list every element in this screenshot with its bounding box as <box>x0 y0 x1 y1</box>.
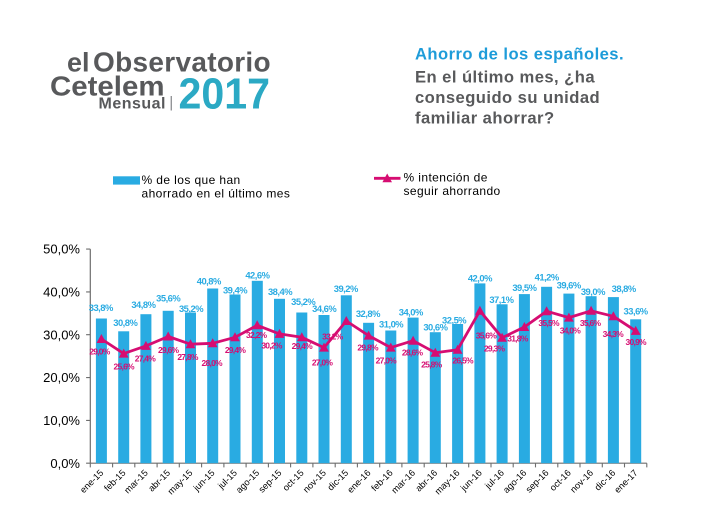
svg-text:seguir ahorrando: seguir ahorrando <box>404 184 501 198</box>
svg-text:nov-15: nov-15 <box>301 468 328 495</box>
svg-text:26,5%: 26,5% <box>452 355 474 365</box>
svg-text:30,0%: 30,0% <box>43 327 80 342</box>
svg-text:27,4%: 27,4% <box>135 354 157 364</box>
svg-text:2017: 2017 <box>179 71 271 119</box>
svg-text:mar-16: mar-16 <box>389 468 417 496</box>
svg-text:mar-15: mar-15 <box>122 468 150 496</box>
svg-text:29,3%: 29,3% <box>484 343 506 353</box>
svg-text:27,8%: 27,8% <box>177 352 199 362</box>
svg-text:28,0%: 28,0% <box>202 358 224 368</box>
svg-text:31,0%: 31,0% <box>379 318 404 329</box>
svg-text:34,3%: 34,3% <box>603 329 625 339</box>
svg-text:35,6%: 35,6% <box>156 292 181 303</box>
svg-text:35,2%: 35,2% <box>291 296 316 307</box>
svg-text:40,8%: 40,8% <box>197 275 222 286</box>
svg-text:33,8%: 33,8% <box>89 302 114 313</box>
svg-text:ene-17: ene-17 <box>612 468 639 495</box>
svg-text:39,4%: 39,4% <box>223 285 248 296</box>
svg-text:32,5%: 32,5% <box>442 314 467 325</box>
svg-text:jun-16: jun-16 <box>458 468 484 494</box>
svg-text:32,2%: 32,2% <box>246 330 268 340</box>
svg-text:sep-15: sep-15 <box>257 468 284 495</box>
svg-text:ago-16: ago-16 <box>501 468 528 495</box>
svg-text:37,1%: 37,1% <box>489 294 514 305</box>
svg-text:34,0%: 34,0% <box>560 325 582 335</box>
svg-text:jun-15: jun-15 <box>191 468 217 494</box>
svg-text:Ahorro de los españoles.: Ahorro de los españoles. <box>415 45 624 64</box>
svg-text:En el último mes, ¿ha: En el último mes, ¿ha <box>415 67 595 86</box>
svg-text:38,4%: 38,4% <box>268 286 293 297</box>
svg-text:35,6%: 35,6% <box>580 318 602 328</box>
svg-text:42,0%: 42,0% <box>468 272 493 283</box>
svg-text:34,6%: 34,6% <box>312 303 337 314</box>
svg-text:29,8%: 29,8% <box>357 342 379 352</box>
svg-text:sep-16: sep-16 <box>524 468 551 495</box>
svg-text:29,4%: 29,4% <box>225 345 247 355</box>
svg-text:39,0%: 39,0% <box>581 286 606 297</box>
svg-text:Cetelem: Cetelem <box>50 71 165 102</box>
svg-text:familiar ahorrar?: familiar ahorrar? <box>415 108 555 127</box>
svg-text:38,8%: 38,8% <box>612 283 637 294</box>
svg-text:Mensual: Mensual <box>98 95 166 112</box>
svg-text:nov-16: nov-16 <box>568 468 595 495</box>
svg-text:% de los que han: % de los que han <box>142 173 241 187</box>
svg-text:may-16: may-16 <box>433 468 462 497</box>
svg-text:31,8%: 31,8% <box>507 334 529 344</box>
svg-text:10,0%: 10,0% <box>43 413 80 428</box>
svg-text:33,6%: 33,6% <box>624 306 649 317</box>
svg-text:% intención de: % intención de <box>404 171 488 185</box>
svg-text:33,2%: 33,2% <box>322 332 344 342</box>
svg-text:27,0%: 27,0% <box>376 355 398 365</box>
svg-text:may-15: may-15 <box>166 468 195 497</box>
svg-text:34,8%: 34,8% <box>131 299 156 310</box>
svg-text:39,6%: 39,6% <box>557 280 582 291</box>
svg-text:27,0%: 27,0% <box>312 357 334 367</box>
svg-text:40,0%: 40,0% <box>43 285 80 300</box>
svg-text:ene-15: ene-15 <box>78 468 105 495</box>
svg-text:30,9%: 30,9% <box>626 337 648 347</box>
svg-text:35,6%: 35,6% <box>476 331 498 341</box>
svg-text:25,8%: 25,8% <box>421 359 443 369</box>
svg-text:29,0%: 29,0% <box>89 347 111 357</box>
svg-text:39,5%: 39,5% <box>512 282 537 293</box>
svg-text:30,6%: 30,6% <box>423 322 448 333</box>
svg-text:50,0%: 50,0% <box>43 242 80 257</box>
svg-text:30,8%: 30,8% <box>113 317 138 328</box>
svg-text:35,5%: 35,5% <box>538 318 560 328</box>
svg-text:32,8%: 32,8% <box>356 308 381 319</box>
svg-text:34,0%: 34,0% <box>399 307 424 318</box>
svg-text:41,2%: 41,2% <box>535 271 560 282</box>
svg-text:35,2%: 35,2% <box>179 303 204 314</box>
svg-text:28,6%: 28,6% <box>402 347 424 357</box>
svg-text:conseguido su unidad: conseguido su unidad <box>415 88 600 107</box>
svg-text:0,0%: 0,0% <box>50 456 80 471</box>
svg-text:30,2%: 30,2% <box>261 341 283 351</box>
svg-text:ago-15: ago-15 <box>234 468 261 495</box>
svg-text:ene-16: ene-16 <box>345 468 372 495</box>
svg-text:29,4%: 29,4% <box>292 341 314 351</box>
svg-text:42,6%: 42,6% <box>245 270 270 281</box>
svg-text:29,6%: 29,6% <box>158 345 180 355</box>
svg-text:39,2%: 39,2% <box>334 283 359 294</box>
svg-text:20,0%: 20,0% <box>43 370 80 385</box>
svg-text:25,6%: 25,6% <box>114 361 136 371</box>
svg-text:ahorrado en el último mes: ahorrado en el último mes <box>142 186 291 200</box>
